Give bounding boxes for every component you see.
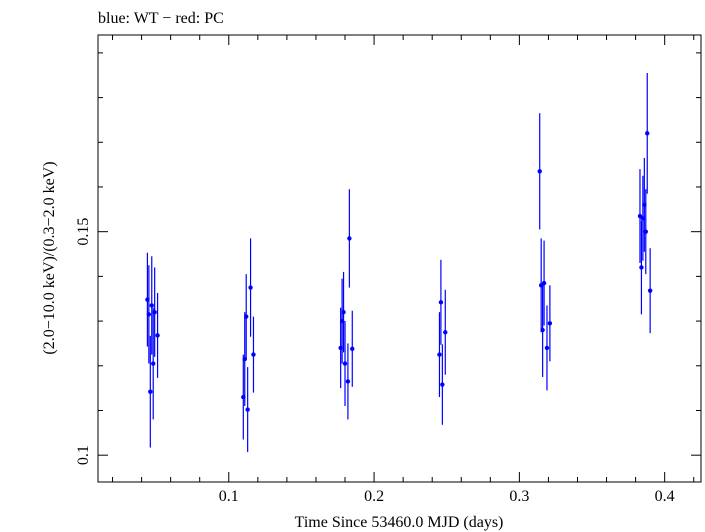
data-point (547, 321, 553, 326)
x-axis-label: Time Since 53460.0 MJD (days) (295, 514, 504, 531)
data-point (248, 285, 253, 290)
data-point (537, 169, 542, 174)
data-point (541, 280, 547, 286)
x-tick-label: 0.1 (219, 488, 239, 505)
data-point (148, 389, 153, 394)
data-point (251, 352, 256, 357)
data-point (645, 131, 650, 136)
data-series-wt (145, 72, 653, 453)
data-point (643, 229, 648, 234)
data-point (437, 352, 442, 357)
y-axis-label: (2.0−10.0 keV)/(0.3−2.0 keV) (41, 161, 58, 354)
data-point (443, 330, 448, 335)
data-point (245, 407, 250, 412)
data-point (347, 236, 352, 241)
axis-tick-labels: 0.1 0.2 0.3 0.4 0.1 0.15 (75, 218, 675, 505)
data-point (544, 345, 550, 351)
data-point (440, 382, 445, 387)
data-point (342, 361, 348, 366)
data-point (639, 265, 644, 270)
data-point (152, 309, 157, 315)
data-point (149, 303, 154, 308)
x-tick-label: 0.3 (509, 488, 529, 505)
data-point (341, 309, 346, 315)
data-point (146, 312, 152, 317)
data-point (647, 288, 653, 293)
axis-ticks (98, 35, 701, 482)
data-point (151, 361, 156, 366)
data-point (350, 346, 355, 351)
chart-title: blue: WT − red: PC (98, 10, 224, 27)
y-tick-label: 0.15 (75, 218, 92, 246)
data-point (438, 300, 444, 305)
data-point (155, 333, 160, 338)
x-tick-label: 0.2 (364, 488, 384, 505)
data-point (540, 327, 545, 333)
data-point (345, 379, 351, 384)
data-point (244, 314, 249, 319)
y-tick-label: 0.1 (75, 445, 92, 465)
x-tick-label: 0.4 (655, 488, 675, 505)
plot-frame (97, 34, 702, 483)
